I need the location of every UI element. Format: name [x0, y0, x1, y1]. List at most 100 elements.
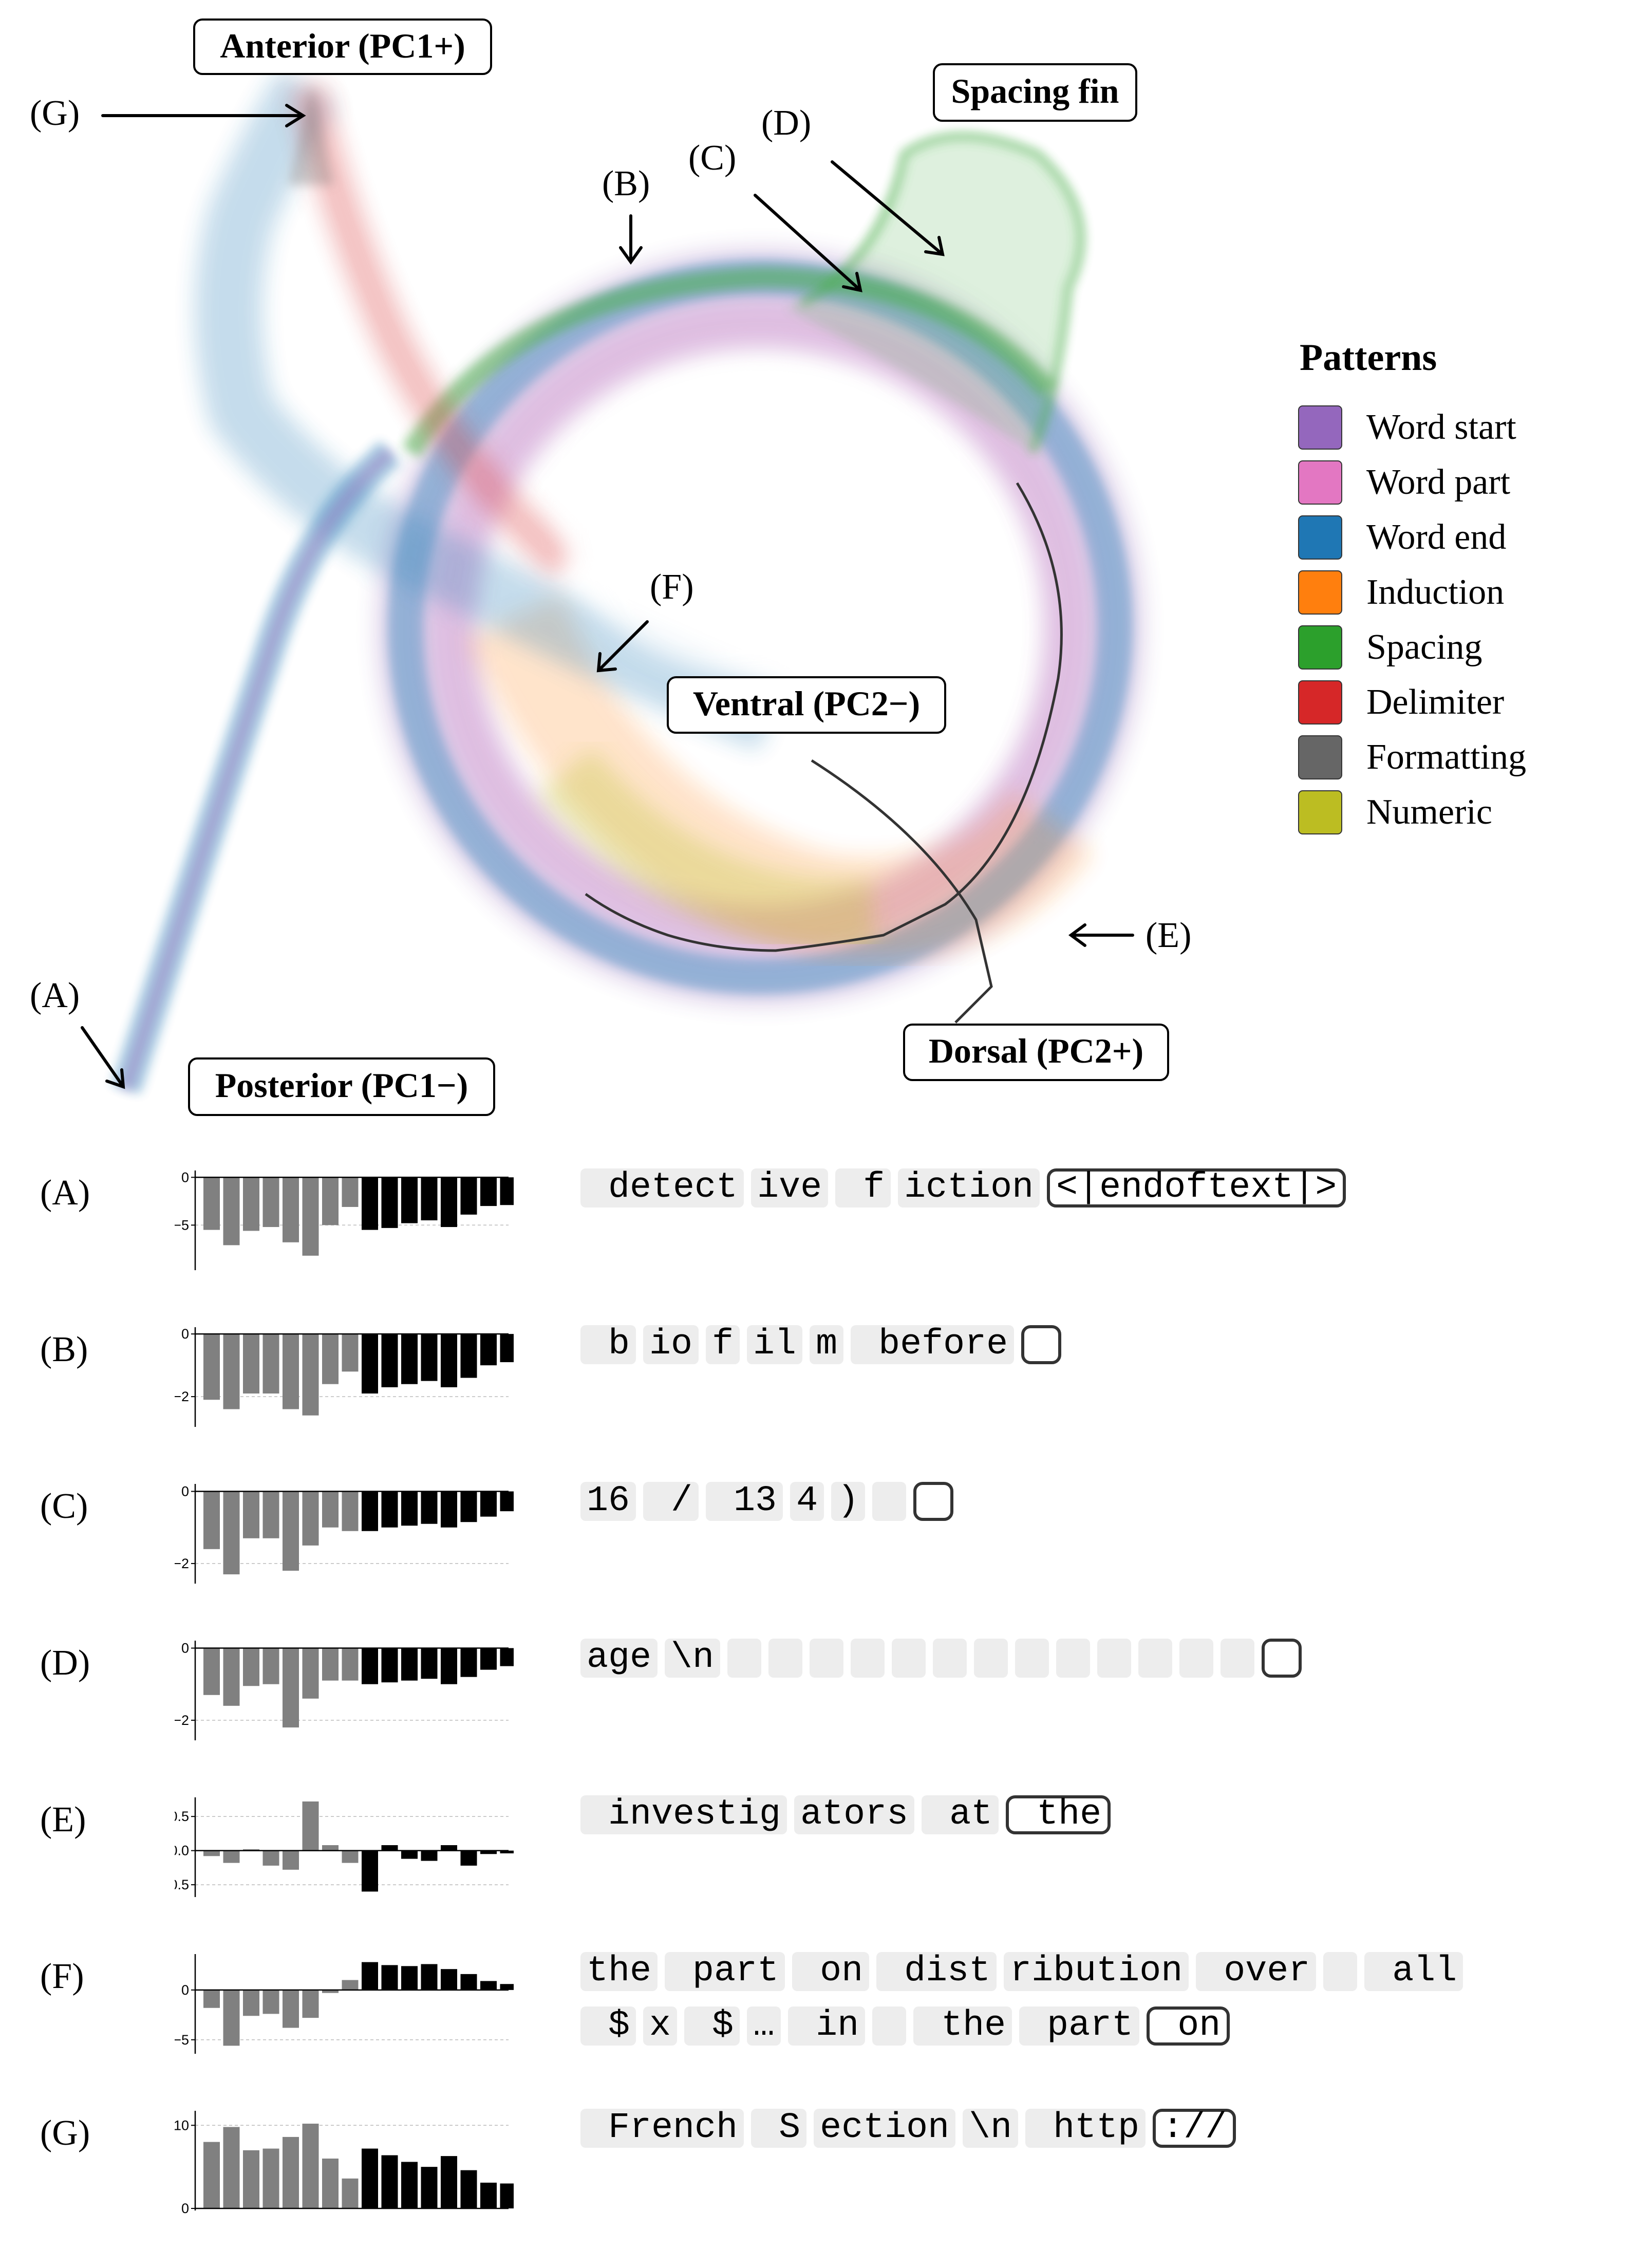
legend-item-label: Numeric [1366, 792, 1492, 832]
trajectory-line-ventral [811, 759, 993, 1024]
bar [480, 1491, 497, 1517]
bar [401, 2162, 418, 2208]
bar [322, 1177, 339, 1225]
bar-chart: 0 −2 [175, 1326, 514, 1427]
token: dist [876, 1952, 997, 1991]
token-sequence: the part on dist ribution over all [580, 1951, 1470, 1992]
bar [342, 1648, 359, 1681]
token: il [747, 1325, 803, 1364]
bar [342, 1177, 359, 1207]
token [727, 1639, 762, 1678]
bar [362, 2148, 378, 2208]
tick-label: 0 [181, 1982, 189, 1998]
tick-label: −2 [175, 1389, 189, 1404]
bar-chart: 10 0 [175, 2111, 514, 2216]
bar [262, 1850, 279, 1866]
legend-item-label: Delimiter [1366, 682, 1504, 722]
token: f [706, 1325, 740, 1364]
token: http [1025, 2109, 1146, 2148]
bar [342, 1491, 359, 1531]
bar [322, 1491, 339, 1528]
bar [441, 1334, 457, 1387]
token [933, 1639, 967, 1678]
bar [223, 1334, 240, 1409]
bar [500, 1984, 514, 1990]
token: all [1364, 1952, 1463, 1991]
bar [223, 1177, 240, 1246]
bar [203, 1334, 220, 1400]
bar [500, 2183, 514, 2208]
bar [203, 2142, 220, 2208]
bar [362, 1491, 378, 1531]
bar [362, 1334, 378, 1394]
token: 4 [790, 1482, 824, 1521]
bar [500, 1177, 514, 1205]
bar [460, 1334, 477, 1378]
token: \n [963, 2109, 1019, 2148]
legend-swatch [1298, 515, 1342, 560]
bar [283, 1491, 299, 1571]
highlighted-token [1021, 1325, 1062, 1364]
bar [342, 1334, 359, 1372]
token: ) [831, 1482, 866, 1521]
marker-f: (F) [650, 567, 694, 607]
pca-scatter-diagram: (G) (B) (C) (D) (F) (E) (A) Anterior (PC… [30, 18, 1526, 1116]
point-cloud [111, 68, 1143, 1094]
bar [262, 1648, 279, 1684]
token [851, 1639, 885, 1678]
token: French [580, 2109, 744, 2148]
bar [460, 1177, 477, 1215]
bar [441, 2156, 457, 2208]
tick-label: 0 [181, 2201, 189, 2216]
bar [421, 1491, 438, 1524]
token: ection [814, 2109, 956, 2148]
bar [480, 1334, 497, 1366]
bar [243, 1491, 259, 1538]
token: the [580, 1952, 658, 1991]
token-sequence: investig ators at the [580, 1794, 1118, 1835]
bar [203, 1177, 220, 1230]
bar [441, 1177, 457, 1228]
bar [421, 1850, 438, 1861]
bar [381, 1491, 398, 1528]
bar [401, 1648, 418, 1681]
bar [441, 1845, 457, 1851]
annotation-arrows [81, 104, 1134, 1089]
token: … [747, 2006, 781, 2046]
marker-c: (C) [688, 138, 736, 178]
arrow-e [1068, 923, 1134, 947]
bar [302, 1177, 319, 1256]
legend-item-label: Formatting [1366, 737, 1526, 777]
bar-chart: 0 −5 [175, 1954, 514, 2054]
bar [322, 1845, 339, 1851]
bar [460, 1850, 477, 1866]
bar [302, 1648, 319, 1699]
legend-item-label: Word start [1366, 407, 1516, 447]
token: ribution [1004, 1952, 1189, 1991]
bar [381, 1845, 398, 1851]
token-sequence: age \n [580, 1638, 1309, 1679]
bar [223, 1648, 240, 1706]
arrow-a [81, 1026, 125, 1089]
tick-label: −2 [175, 1713, 189, 1728]
bar [243, 1177, 259, 1231]
bar [262, 1990, 279, 2014]
bar [401, 1177, 418, 1223]
token [892, 1639, 926, 1678]
bar [203, 1648, 220, 1695]
token [768, 1639, 803, 1678]
bar [243, 1990, 259, 2016]
bar [401, 1850, 418, 1859]
bar [342, 1980, 359, 1990]
bar [362, 1962, 378, 1990]
bar [342, 1850, 359, 1863]
highlighted-token: <|endoftext|> [1047, 1168, 1346, 1207]
token [1221, 1639, 1255, 1678]
arrow-b [619, 214, 643, 265]
bar [381, 1177, 398, 1228]
token: in [788, 2006, 866, 2046]
token: investig [580, 1795, 787, 1834]
tick-label: −0.5 [175, 1877, 189, 1892]
bar [302, 1491, 319, 1546]
